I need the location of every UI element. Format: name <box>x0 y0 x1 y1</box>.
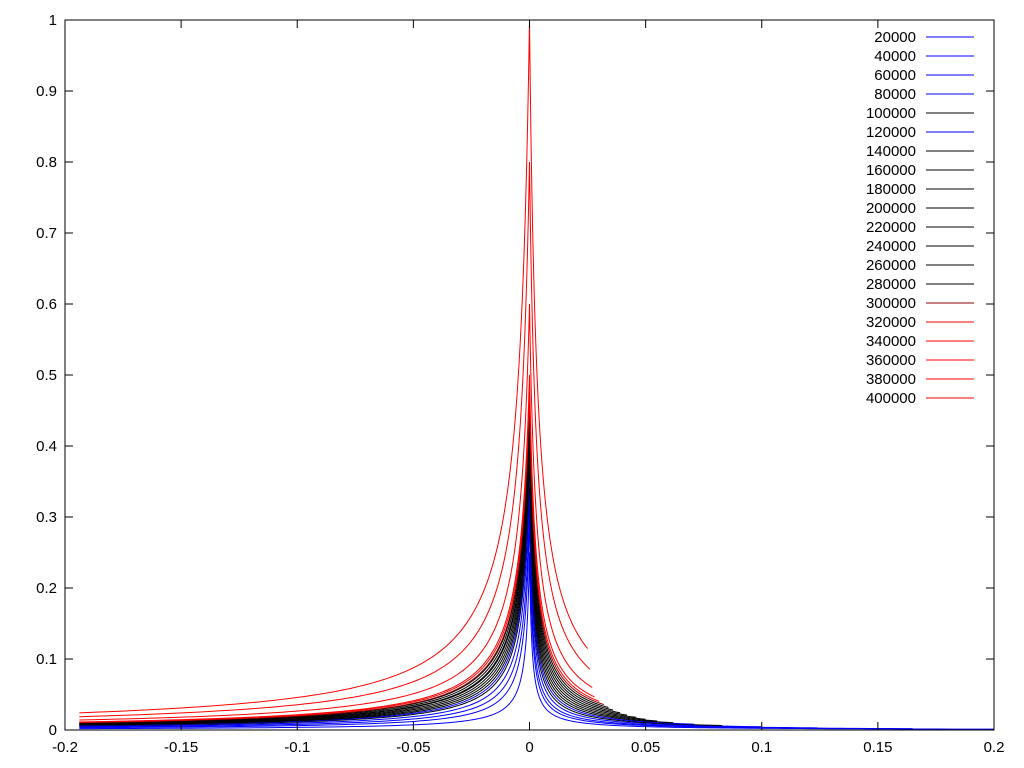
series-line-400000 <box>79 19 588 714</box>
x-tick-label: 0.1 <box>751 739 772 756</box>
x-tick-label: 0 <box>525 739 533 756</box>
legend-label-280000: 280000 <box>866 276 916 293</box>
series-line-100000 <box>79 467 723 727</box>
legend-label-400000: 400000 <box>866 390 916 407</box>
legend-label-100000: 100000 <box>866 105 916 122</box>
series-line-120000 <box>79 460 695 726</box>
x-tick-label: 0.2 <box>984 739 1005 756</box>
legend-label-20000: 20000 <box>874 29 916 46</box>
x-tick-label: 0.05 <box>631 739 660 756</box>
series-line-200000 <box>79 431 637 725</box>
legend-label-160000: 160000 <box>866 162 916 179</box>
series-line-160000 <box>79 445 658 726</box>
axis-ticks: -0.2 -0.15 -0.1 -0.05 0 0.05 0.1 0.15 0.2 0 0.1 0.2… <box>36 12 1004 756</box>
y-tick-label: 0.3 <box>36 509 57 526</box>
legend-label-260000: 260000 <box>866 257 916 274</box>
series-line-380000 <box>79 161 591 718</box>
series-line-140000 <box>79 453 674 726</box>
x-tick-label: 0.15 <box>863 739 892 756</box>
y-tick-label: 0.5 <box>36 367 57 384</box>
legend-label-180000: 180000 <box>866 181 916 198</box>
x-tick-label: -0.05 <box>396 739 430 756</box>
y-tick-label: 0 <box>49 722 57 739</box>
x-tick-label: -0.15 <box>164 739 198 756</box>
legend-label-240000: 240000 <box>866 238 916 255</box>
series-line-40000 <box>79 516 913 730</box>
y-tick-label: 0.6 <box>36 296 57 313</box>
series-line-80000 <box>79 481 762 728</box>
legend: 20000 40000 60000 80000 100000 120000 140000 16… <box>866 29 974 407</box>
legend-label-380000: 380000 <box>866 371 916 388</box>
legend-label-200000: 200000 <box>866 200 916 217</box>
x-tick-label: -0.1 <box>284 739 310 756</box>
legend-label-60000: 60000 <box>874 67 916 84</box>
series-line-360000 <box>79 303 593 721</box>
legend-label-140000: 140000 <box>866 143 916 160</box>
series-line-20000 <box>79 552 995 730</box>
y-tick-label: 0.7 <box>36 225 57 242</box>
y-tick-label: 0.1 <box>36 651 57 668</box>
y-tick-label: 0.9 <box>36 83 57 100</box>
legend-label-120000: 120000 <box>866 124 916 141</box>
legend-label-340000: 340000 <box>866 333 916 350</box>
legend-label-40000: 40000 <box>874 48 916 65</box>
legend-label-80000: 80000 <box>874 86 916 103</box>
y-tick-label: 0.8 <box>36 154 57 171</box>
legend-label-320000: 320000 <box>866 314 916 331</box>
series-layer <box>79 19 995 730</box>
series-line-340000 <box>79 374 595 723</box>
legend-label-300000: 300000 <box>866 295 916 312</box>
legend-label-360000: 360000 <box>866 352 916 369</box>
y-tick-label: 1 <box>49 12 57 29</box>
y-tick-label: 0.4 <box>36 438 57 455</box>
x-tick-label: -0.2 <box>52 739 78 756</box>
y-tick-label: 0.2 <box>36 580 57 597</box>
legend-label-220000: 220000 <box>866 219 916 236</box>
